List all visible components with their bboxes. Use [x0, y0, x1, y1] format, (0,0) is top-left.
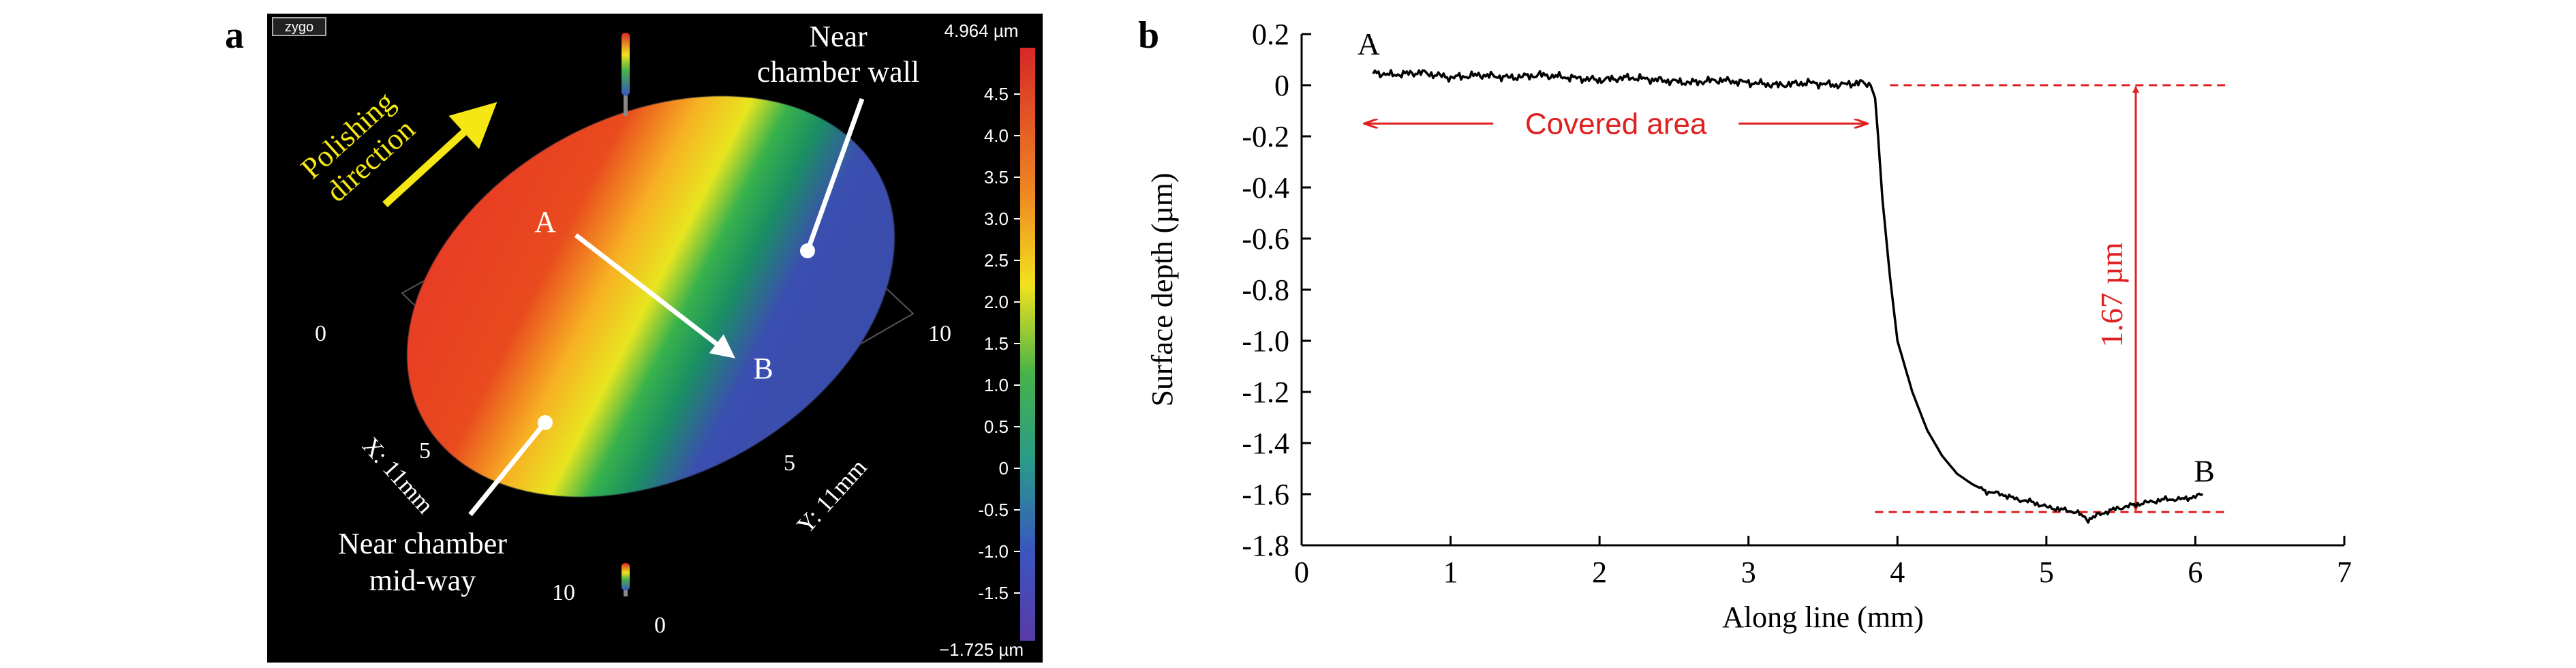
- panel-a-label: a: [225, 14, 244, 57]
- x-tick-0: 0: [315, 321, 326, 346]
- x-tick-label: 2: [1592, 556, 1607, 589]
- zygo-logo-text: zygo: [285, 20, 313, 35]
- colorbar: 4.964 µm 4.5 4.0 3.5 3.0 2.5 2.0 1.5 1.0 0.5 0 -0.…: [939, 20, 1035, 660]
- colorbar-ticks: 4.5 4.0 3.5 3.0 2.5 2.0 1.5 1.0 0.5 0 -0.5 -1.0 -1.5: [978, 84, 1020, 603]
- top-pin-icon: [622, 33, 630, 95]
- y-tick-label: -1.6: [1242, 478, 1289, 511]
- panel-b-label: b: [1138, 14, 1159, 57]
- wall-pointer-dot: [800, 243, 815, 258]
- colorbar-tick-label: 2.0: [984, 292, 1009, 312]
- depth-profile-line: [1372, 69, 2203, 524]
- colorbar-min-label: −1.725 µm: [939, 639, 1024, 660]
- colorbar-tick-label: 1.0: [984, 375, 1009, 395]
- colorbar-tick-label: 0.5: [984, 416, 1009, 437]
- wall-pointer-line: [805, 97, 865, 252]
- y-tick-10: 10: [928, 321, 951, 346]
- y-tick-label: -0.4: [1242, 171, 1289, 204]
- y-tick-label: -0.6: [1242, 222, 1289, 256]
- x-tick-label: 1: [1443, 556, 1458, 589]
- x-tick-10: 10: [552, 580, 575, 605]
- end-point-label: B: [2194, 453, 2215, 488]
- midway-pointer-line: [468, 421, 547, 517]
- colorbar-tick-label: 3.0: [984, 209, 1009, 229]
- polishing-arrow: [382, 102, 497, 208]
- wall-label-line-1: Near: [809, 20, 868, 53]
- colorbar-tick-label: -1.0: [978, 541, 1009, 562]
- y-axis-title: Surface depth (µm): [1146, 173, 1179, 407]
- midway-pointer-dot: [538, 415, 553, 430]
- colorbar-tick-label: 4.5: [984, 84, 1009, 104]
- depth-value-label: 1.67 µm: [2094, 242, 2129, 348]
- y-tick-5: 5: [784, 451, 795, 476]
- panel-a-surface-map: a zygo Polishing direction A B Near cham…: [225, 14, 1043, 663]
- surface-disc: [406, 95, 895, 498]
- y-tick-0: 0: [654, 613, 666, 638]
- bottom-pin-icon: [622, 563, 630, 590]
- x-tick-5: 5: [419, 438, 431, 464]
- colorbar-max-label: 4.964 µm: [945, 20, 1019, 41]
- x-tick-label: 4: [1890, 556, 1905, 589]
- colorbar-tick-label: -1.5: [978, 583, 1009, 603]
- x-tick-label: 5: [2039, 556, 2054, 589]
- point-a-label: A: [534, 205, 556, 239]
- colorbar-tick-label: 4.0: [984, 125, 1009, 146]
- line-a-to-b: [574, 233, 735, 359]
- wall-label-line-2: chamber wall: [757, 55, 919, 89]
- x-tick-label: 3: [1741, 556, 1756, 589]
- midway-label-line-1: Near chamber: [338, 527, 507, 560]
- y-tick-label: -1.4: [1242, 427, 1289, 460]
- chart-axes: 0 1 2 3 4 5 6 7 0.2 0 -0.2 -0.4 -0.6 -0.8 -1.0 -1.2 -1.4…: [1242, 18, 2352, 589]
- y-tick-label: -1.0: [1242, 324, 1289, 358]
- zygo-logo: [272, 17, 326, 36]
- start-point-label: A: [1358, 27, 1380, 61]
- y-tick-label: -1.8: [1242, 529, 1289, 562]
- colorbar-tick-label: 0: [999, 458, 1009, 479]
- colorbar-tick-label: 1.5: [984, 333, 1009, 354]
- x-tick-label: 7: [2337, 556, 2352, 589]
- chart-annotations: A B Covered area 1.67 µm: [1358, 27, 2226, 513]
- y-tick-label: 0: [1274, 69, 1289, 102]
- panel-b-depth-profile: b 0 1 2 3 4 5 6 7 0.2 0 -0.2 -0.4 -0.6 -0.8 -1.0 -1.2 -1…: [1138, 14, 2352, 634]
- x-tick-label: 6: [2188, 556, 2203, 589]
- colorbar-gradient: [1020, 48, 1035, 641]
- y-tick-label: 0.2: [1252, 18, 1289, 51]
- y-tick-label: -1.2: [1242, 376, 1289, 409]
- colorbar-tick-label: 2.5: [984, 250, 1009, 271]
- x-tick-label: 0: [1294, 556, 1309, 589]
- x-axis-title: Along line (mm): [1722, 601, 1924, 634]
- covered-area-label: Covered area: [1525, 107, 1707, 140]
- colorbar-tick-label: -0.5: [978, 500, 1009, 520]
- y-tick-label: -0.8: [1242, 273, 1289, 307]
- colorbar-tick-label: 3.5: [984, 167, 1009, 187]
- top-pin-stem: [624, 95, 628, 116]
- point-b-label: B: [753, 352, 773, 385]
- y-tick-label: -0.2: [1242, 120, 1289, 153]
- midway-label-line-2: mid-way: [369, 564, 476, 597]
